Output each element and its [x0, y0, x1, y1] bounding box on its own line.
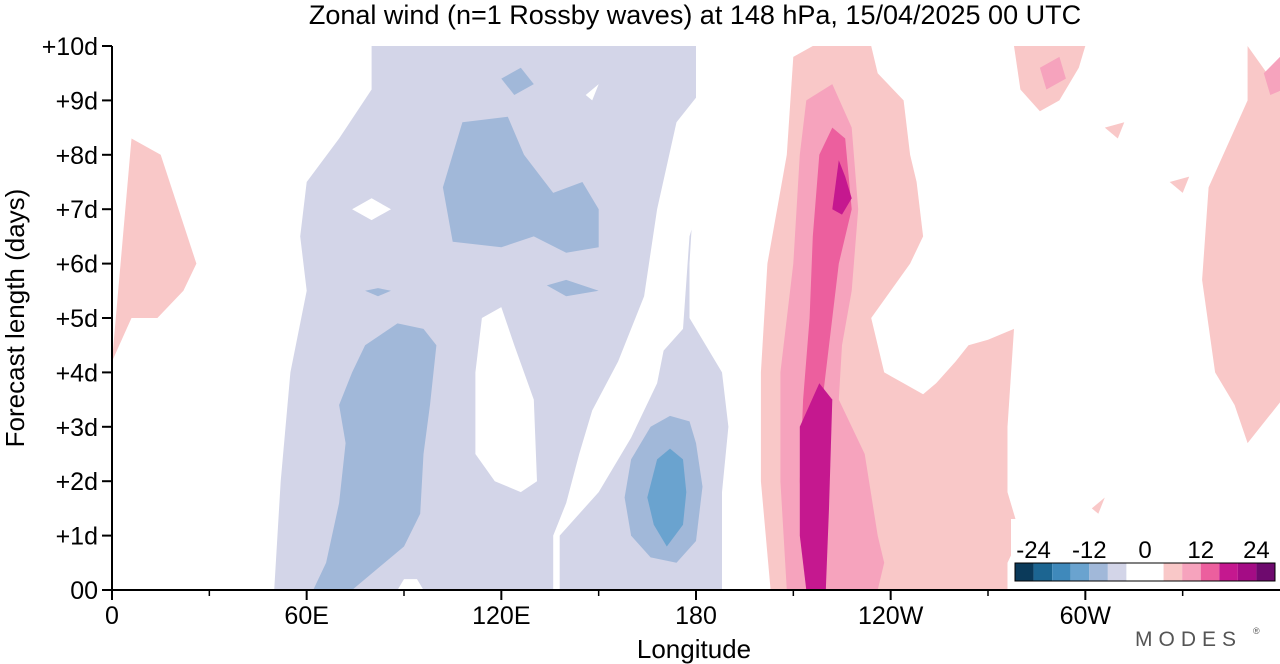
contour-regions	[112, 46, 1280, 590]
x-tick-label: 60E	[284, 602, 328, 630]
y-tick-label: +9d	[56, 87, 98, 115]
logo-text: MODES	[1135, 628, 1242, 651]
colorbar-label: -12	[1072, 537, 1107, 564]
y-tick-label: +4d	[56, 359, 98, 387]
contour-region-pos8-22	[1263, 56, 1280, 95]
colorbar-swatch	[1163, 563, 1183, 581]
contour-region-neg8-7	[501, 67, 534, 95]
y-tick-label: +10d	[42, 33, 98, 61]
contour-region-pos0-5	[352, 198, 391, 221]
contour-region-pos16-25	[832, 160, 852, 215]
contour-region-pos0-3	[397, 579, 424, 590]
y-tick-label: 00	[70, 577, 98, 605]
contour-region-neg12-12	[647, 448, 687, 547]
contour-region-pos8-21	[1039, 56, 1066, 90]
contour-region-pos16-24	[799, 383, 833, 590]
colorbar-swatch	[1145, 563, 1164, 581]
colorbar-swatch	[1126, 563, 1145, 581]
contour-region-neg8-6	[442, 116, 599, 253]
contour-region-pos4-18	[1169, 176, 1190, 193]
colorbar-swatch	[1033, 563, 1053, 581]
y-tick-label: +5d	[56, 305, 98, 333]
colorbar-swatch	[1200, 563, 1220, 581]
colorbar: -24 -12 0 12 24	[1011, 519, 1279, 587]
x-tick-label: 0	[105, 602, 119, 630]
colorbar-border	[1014, 562, 1276, 582]
colorbar-swatch	[1256, 563, 1275, 581]
colorbar-swatch	[1070, 563, 1090, 581]
logo-registered-mark: ®	[1253, 626, 1260, 636]
contour-region-pos4-16	[1202, 46, 1280, 444]
y-tick-label: +3d	[56, 414, 98, 442]
contour-region-pos4-17	[1104, 122, 1125, 139]
x-axis-label: Longitude	[637, 634, 751, 664]
contour-region-pos0-2	[553, 89, 722, 590]
contour-region-pos4-19	[1091, 497, 1105, 514]
contour-region-pos0-1	[475, 307, 537, 493]
x-tick-label: 120W	[858, 602, 924, 630]
y-tick-label: +7d	[56, 196, 98, 224]
colorbar-label: 24	[1243, 537, 1270, 564]
y-tick-label: +1d	[56, 523, 98, 551]
contour-region-neg8-9	[365, 288, 391, 297]
axes: 0 60E 120E 180 120W 60W 00 +1d +2d +3d +4d +5d +6d +7…	[42, 33, 1280, 630]
chart-title: Zonal wind (n=1 Rossby waves) at 148 hPa…	[309, 0, 1081, 30]
plot-area	[112, 46, 1280, 590]
contour-region-pos0-4	[585, 84, 599, 101]
x-tick-label: 120E	[472, 602, 530, 630]
colorbar-swatch	[1219, 563, 1238, 581]
colorbar-swatch	[1089, 563, 1108, 581]
y-tick-label: +2d	[56, 468, 98, 496]
colorbar-swatch	[1182, 563, 1201, 581]
x-tick-label: 180	[675, 602, 717, 630]
contour-region-pos4-14	[112, 138, 197, 362]
colorbar-swatch	[1237, 563, 1257, 581]
y-axis-label: Forecast length (days)	[0, 189, 30, 448]
y-tick-label: +8d	[56, 142, 98, 170]
contour-region-neg8-10	[313, 323, 437, 590]
colorbar-swatch	[1015, 563, 1034, 581]
colorbar-label: -24	[1016, 537, 1051, 564]
y-tick-label: +6d	[56, 251, 98, 279]
contour-region-neg8-8	[546, 279, 599, 297]
colorbar-swatch	[1107, 563, 1127, 581]
colorbar-swatch	[1052, 563, 1071, 581]
colorbar-label: 12	[1187, 537, 1214, 564]
modes-logo: MODES ®	[1135, 626, 1260, 651]
x-tick-label: 60W	[1060, 602, 1112, 630]
colorbar-label: 0	[1138, 537, 1151, 564]
